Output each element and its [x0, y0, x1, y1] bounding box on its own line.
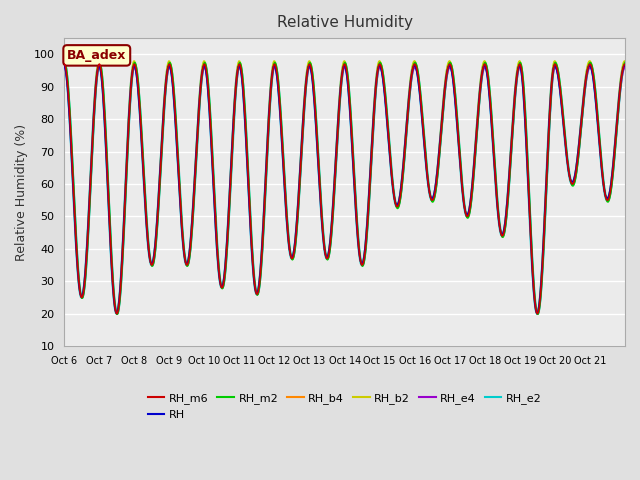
- RH_m2: [403, 122, 411, 128]
- RH_b4: [403, 124, 410, 130]
- RH_e4: [231, 107, 239, 113]
- RH_m6: [403, 118, 411, 123]
- RH_b2: [435, 153, 442, 159]
- RH_m6: [621, 61, 629, 67]
- RH_e2: [113, 311, 121, 317]
- RH_b4: [60, 61, 68, 67]
- RH_b2: [533, 310, 541, 316]
- RH_m2: [435, 163, 442, 168]
- RH_e4: [621, 64, 629, 70]
- RH_m6: [435, 158, 442, 164]
- RH_b4: [278, 141, 286, 146]
- RH_e2: [435, 158, 442, 164]
- RH_b4: [533, 311, 541, 316]
- RH_b2: [257, 259, 265, 265]
- RH_b4: [126, 94, 134, 99]
- RH: [60, 63, 68, 69]
- RH_e4: [280, 162, 287, 168]
- RH: [621, 63, 629, 69]
- RH_m2: [229, 132, 237, 138]
- RH_m2: [257, 269, 265, 275]
- RH_e2: [60, 61, 68, 67]
- Text: BA_adex: BA_adex: [67, 49, 127, 62]
- RH_m2: [621, 60, 629, 65]
- RH_e4: [113, 311, 121, 317]
- RH_b2: [229, 119, 237, 124]
- RH_m2: [126, 101, 134, 107]
- RH_b4: [481, 61, 488, 67]
- Line: RH_b2: RH_b2: [64, 61, 625, 313]
- Line: RH_m2: RH_m2: [64, 62, 625, 314]
- RH_m2: [341, 60, 349, 65]
- RH: [340, 63, 348, 69]
- RH: [229, 121, 237, 127]
- RH_b2: [126, 89, 134, 95]
- RH_b4: [434, 163, 442, 169]
- RH_e2: [621, 61, 629, 67]
- RH_b2: [621, 58, 629, 64]
- Line: RH: RH: [64, 66, 625, 313]
- RH_b2: [60, 58, 68, 64]
- RH_m6: [127, 86, 134, 92]
- RH_m6: [258, 254, 266, 260]
- Title: Relative Humidity: Relative Humidity: [276, 15, 413, 30]
- Line: RH_e4: RH_e4: [64, 67, 625, 314]
- RH: [403, 114, 411, 120]
- RH_e2: [230, 113, 237, 119]
- RH_b4: [621, 61, 629, 67]
- RH_b2: [411, 58, 419, 64]
- RH_b2: [403, 121, 410, 127]
- Y-axis label: Relative Humidity (%): Relative Humidity (%): [15, 123, 28, 261]
- RH: [126, 93, 134, 98]
- RH_m2: [60, 60, 68, 66]
- RH_e2: [403, 118, 411, 123]
- Line: RH_m6: RH_m6: [64, 64, 625, 314]
- RH_m2: [534, 312, 542, 317]
- Line: RH_e2: RH_e2: [64, 64, 625, 314]
- RH_e2: [258, 254, 266, 260]
- RH_e4: [404, 113, 412, 119]
- RH_m6: [279, 151, 287, 156]
- RH_m2: [278, 132, 286, 137]
- RH: [435, 154, 442, 159]
- RH_e2: [279, 151, 287, 156]
- RH_e4: [127, 91, 134, 97]
- RH_e4: [60, 64, 68, 70]
- Legend: RH_m6, RH, RH_m2, RH_b4, RH_b2, RH_e4, RH_e2: RH_m6, RH, RH_m2, RH_b4, RH_b2, RH_e4, R…: [143, 389, 546, 424]
- RH: [278, 144, 286, 150]
- RH_m6: [230, 113, 237, 119]
- RH_b4: [257, 262, 265, 267]
- RH_e4: [435, 154, 443, 159]
- RH_e2: [127, 86, 134, 92]
- RH: [533, 310, 541, 316]
- RH_e4: [259, 246, 266, 252]
- RH_m6: [113, 311, 121, 317]
- RH: [257, 259, 265, 264]
- RH_e4: [201, 64, 209, 70]
- RH_b2: [278, 141, 286, 146]
- RH_b4: [229, 123, 237, 129]
- Line: RH_b4: RH_b4: [64, 64, 625, 313]
- RH_m6: [60, 61, 68, 67]
